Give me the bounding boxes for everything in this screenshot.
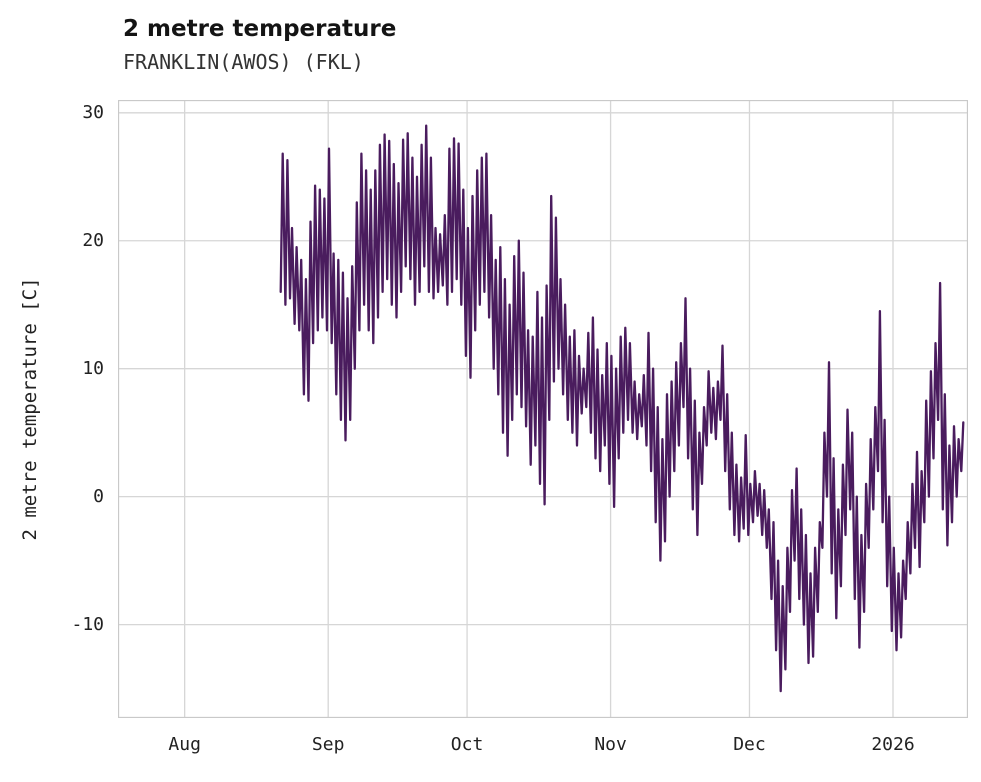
- chart-subtitle: FRANKLIN(AWOS) (FKL): [123, 50, 364, 74]
- y-tick-label: 10: [82, 357, 104, 379]
- chart-title: 2 metre temperature: [123, 16, 397, 42]
- y-axis-label: 2 metre temperature [C]: [19, 277, 41, 541]
- y-tick-label: -10: [71, 613, 104, 635]
- plot-area: [117, 99, 969, 719]
- x-tick-label: Nov: [594, 734, 627, 755]
- x-tick-label: 2026: [871, 734, 915, 755]
- y-tick-label: 20: [82, 229, 104, 251]
- temperature-series-line: [279, 124, 965, 693]
- plot-border: [117, 99, 969, 719]
- x-tick-label: Aug: [168, 734, 201, 755]
- y-tick-label: 30: [82, 101, 104, 123]
- temperature-line-chart: [117, 99, 969, 719]
- x-tick-label: Oct: [450, 734, 484, 755]
- y-tick-label: 0: [93, 485, 104, 507]
- x-tick-label: Sep: [311, 734, 345, 755]
- x-tick-label: Dec: [733, 734, 766, 755]
